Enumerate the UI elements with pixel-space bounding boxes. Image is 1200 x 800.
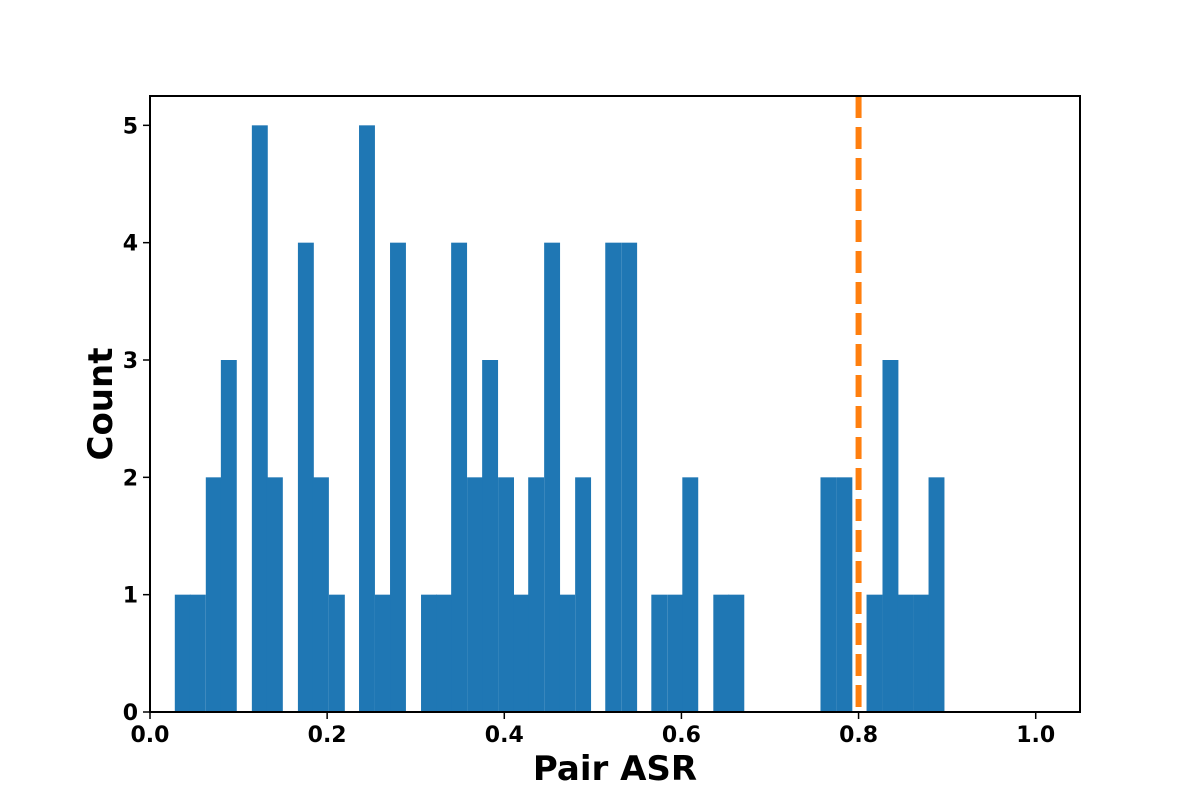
histogram-bar [605,242,622,712]
histogram-bar [559,594,576,712]
x-axis-ticks: 0.0 0.2 0.4 0.6 0.8 1.0 [131,712,1055,748]
x-tick-label: 1.0 [1016,723,1055,748]
histogram-bar [713,594,730,712]
histogram-bar [928,477,945,712]
histogram-bar [421,594,437,712]
histogram-bar [882,360,899,712]
histogram-bar [913,594,930,712]
histogram-bar [575,477,592,712]
histogram-bar [528,477,545,712]
histogram-bar [682,477,699,712]
histogram-bar [866,594,883,712]
y-tick-label: 2 [123,466,138,491]
histogram-bar [728,594,745,712]
histogram-bar [297,242,314,712]
histogram-bar [897,594,914,712]
y-axis-label: Count [81,348,121,461]
x-tick-label: 0.6 [662,723,701,748]
histogram-bar [513,594,530,712]
histogram-bar [498,477,514,712]
y-axis-ticks: 0 1 2 3 4 5 [123,114,150,726]
histogram-bar [820,477,837,712]
histogram-bar [374,594,391,712]
histogram-bar [205,477,222,712]
histogram-bar [436,594,452,712]
histogram-bar [189,594,206,712]
histogram-bar [359,125,375,713]
histogram-bar [390,242,406,712]
x-axis-label: Pair ASR [533,749,697,789]
histogram-bar [328,594,345,712]
histogram-bar [451,242,468,712]
y-tick-label: 3 [123,349,138,374]
histogram-bar [467,477,483,712]
x-tick-label: 0.0 [131,723,170,748]
histogram-bar [621,242,638,712]
y-tick-label: 4 [123,232,138,257]
y-tick-label: 1 [123,584,138,609]
x-tick-label: 0.8 [839,723,878,748]
y-tick-label: 0 [123,701,138,726]
y-tick-label: 5 [123,114,138,139]
histogram-bar [651,594,668,712]
histogram-bar [312,477,329,712]
histogram-bar [482,360,499,712]
x-tick-label: 0.4 [485,723,524,748]
histogram-bar [220,360,237,712]
histogram-bar [836,477,853,712]
bars-group [174,125,945,713]
histogram-bar [174,594,191,712]
x-tick-label: 0.2 [308,723,347,748]
histogram-bar [251,125,268,713]
histogram-bar [544,242,561,712]
histogram-bar [667,594,684,712]
histogram-bar [266,477,283,712]
plot-frame [149,95,1081,713]
